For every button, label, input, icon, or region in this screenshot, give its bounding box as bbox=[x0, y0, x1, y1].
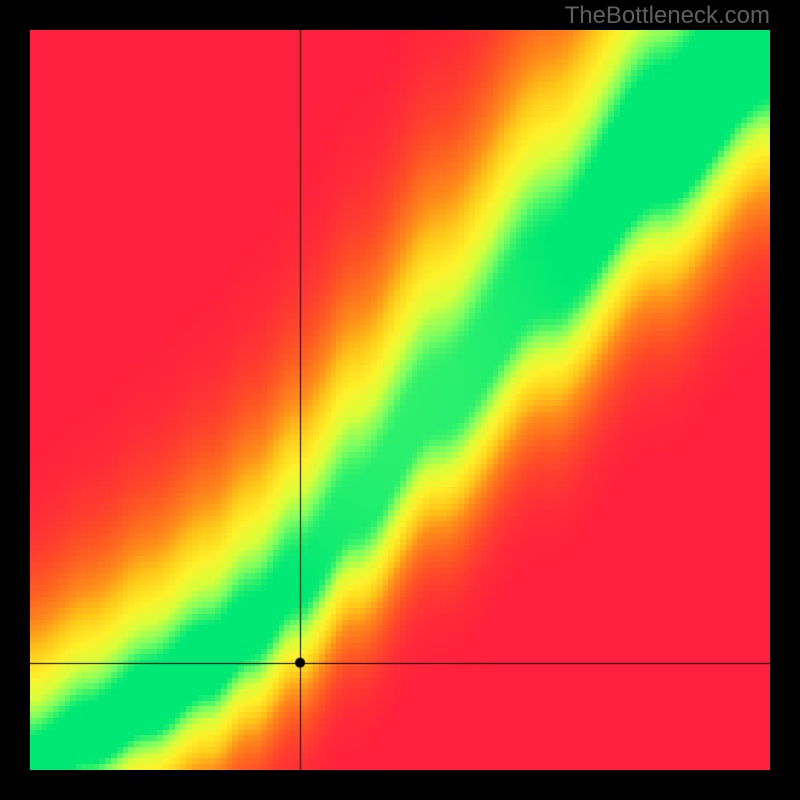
crosshair-overlay bbox=[30, 30, 770, 770]
chart-container: TheBottleneck.com bbox=[0, 0, 800, 800]
watermark-text: TheBottleneck.com bbox=[565, 2, 770, 30]
